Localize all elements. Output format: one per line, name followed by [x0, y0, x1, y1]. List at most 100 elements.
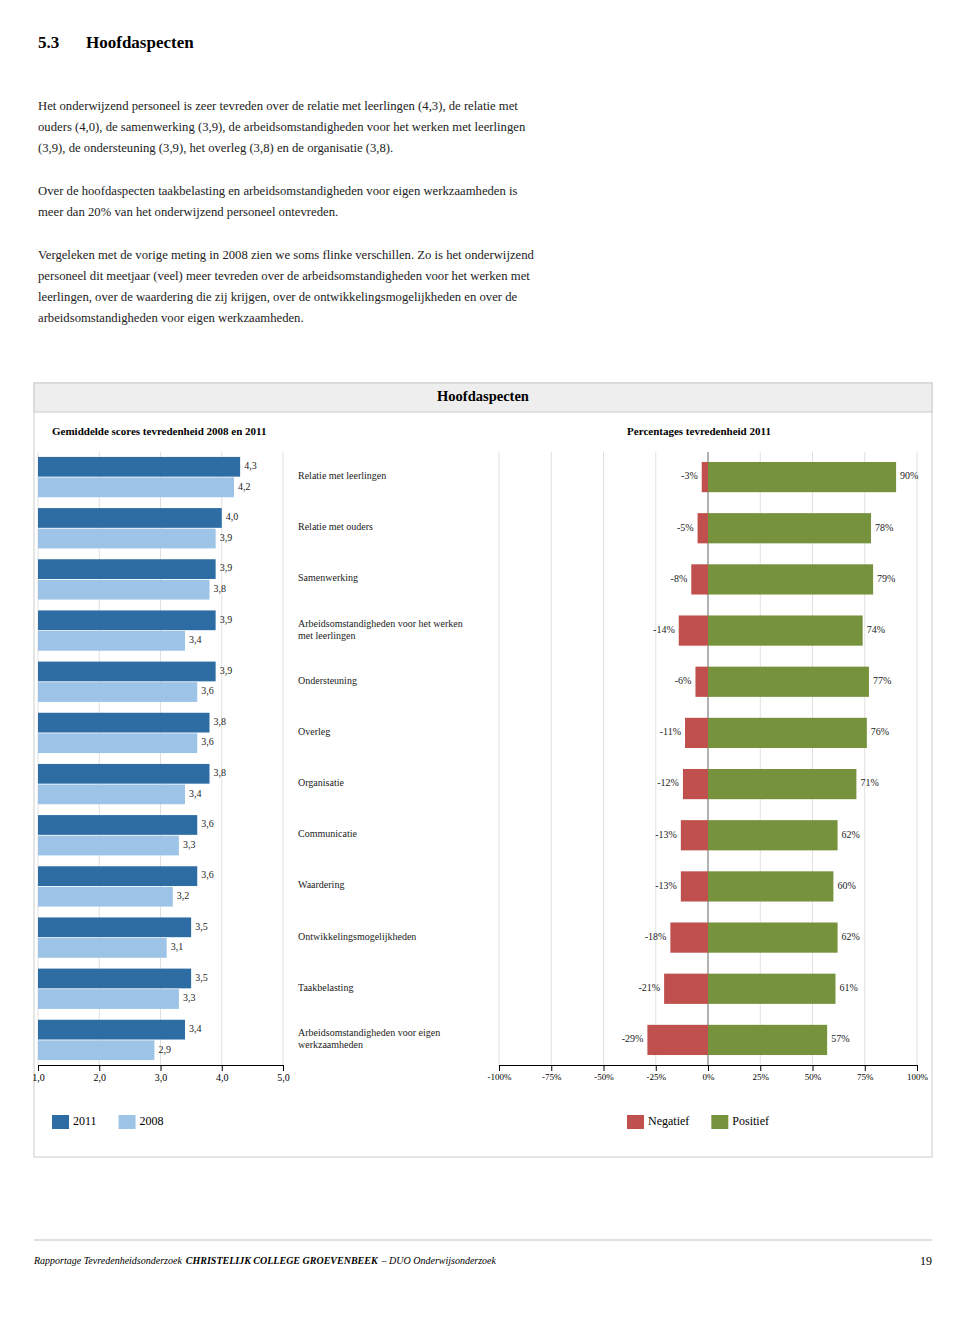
- bar: [708, 769, 856, 799]
- tick-label: 100%: [907, 1072, 929, 1082]
- text-line: Relatie met ouders: [298, 522, 373, 533]
- data-label: 61%: [839, 982, 857, 993]
- bar: [38, 477, 234, 497]
- bar: [38, 559, 216, 579]
- bar: [708, 513, 871, 543]
- bar: [38, 887, 173, 907]
- bar: [681, 871, 708, 901]
- panel-header-band: [34, 383, 932, 412]
- page: 5.3HoofdaspectenHet onderwijzend persone…: [0, 0, 960, 1322]
- category-label: Overleg: [298, 726, 330, 737]
- data-label: 3,5: [195, 972, 208, 983]
- tick-label: -100%: [488, 1072, 512, 1082]
- bar: [708, 615, 863, 645]
- tick-label: 1,0: [32, 1072, 45, 1083]
- category-label: Samenwerking: [298, 573, 358, 584]
- data-label: -6%: [675, 675, 692, 686]
- grid-line: [221, 452, 222, 1065]
- bar: [38, 938, 167, 958]
- data-label: 76%: [871, 726, 889, 737]
- tick-label: 0%: [703, 1072, 716, 1082]
- panel-frame: [34, 383, 932, 1157]
- bar: [670, 922, 708, 952]
- bar: [38, 713, 210, 733]
- text-line: werkzaamheden: [298, 1039, 363, 1050]
- bar: [698, 513, 708, 543]
- bar: [38, 610, 216, 630]
- bar: [708, 667, 869, 697]
- tick-label: -25%: [647, 1072, 667, 1082]
- text-line: Arbeidsomstandigheden voor eigen: [298, 1027, 440, 1038]
- grid-line: [708, 452, 709, 1065]
- data-label: 90%: [900, 470, 918, 481]
- data-label: 3,5: [195, 921, 208, 932]
- data-label: 3,9: [220, 532, 233, 543]
- data-label: 3,1: [171, 941, 184, 952]
- legend-swatch: [711, 1115, 728, 1129]
- text-line: Communicatie: [298, 829, 357, 840]
- category-label: Ontwikkelingsmogelijkheden: [298, 931, 416, 942]
- data-label: -13%: [655, 880, 677, 891]
- tick-mark: [813, 1065, 814, 1071]
- data-label: 3,6: [201, 869, 214, 880]
- text-line: personeel dit meetjaar (veel) meer tevre…: [38, 269, 530, 283]
- grid-line: [499, 452, 500, 1065]
- tick-label: 50%: [805, 1072, 822, 1082]
- tick: 50%: [805, 1065, 822, 1082]
- bar: [38, 1040, 154, 1060]
- legend-label: Negatief: [648, 1114, 689, 1128]
- paragraph: Over de hoofdaspecten taakbelasting en a…: [38, 184, 518, 219]
- tick-label: -50%: [594, 1072, 614, 1082]
- section-title: Hoofdaspecten: [86, 33, 194, 52]
- bar: [708, 820, 838, 850]
- text-line: Taakbelasting: [298, 982, 353, 993]
- tick: 4,0: [216, 1065, 229, 1083]
- text-line: Samenwerking: [298, 573, 358, 584]
- tick: 3,0: [155, 1065, 168, 1083]
- bar: [38, 866, 197, 886]
- data-label: 3,8: [214, 716, 227, 727]
- grid: [499, 452, 917, 1065]
- data-label: 3,4: [189, 1023, 202, 1034]
- legend-label: 2008: [140, 1114, 164, 1128]
- tick: -25%: [647, 1065, 667, 1082]
- bar: [708, 922, 838, 952]
- tick-mark: [38, 1065, 39, 1071]
- text-line: Over de hoofdaspecten taakbelasting en a…: [38, 184, 518, 198]
- section-number: 5.3: [38, 33, 59, 52]
- data-label: -13%: [655, 829, 677, 840]
- tick-label: 3,0: [155, 1072, 168, 1083]
- data-label: 3,4: [189, 634, 202, 645]
- data-label: -29%: [622, 1033, 644, 1044]
- tick: 100%: [907, 1065, 929, 1082]
- data-label: 3,8: [214, 583, 227, 594]
- chart-0: Gemiddelde scores tevredenheid 2008 en 2…: [32, 425, 462, 1129]
- tick-label: 75%: [857, 1072, 874, 1082]
- text-line: meer dan 20% van het onderwijzend person…: [38, 205, 338, 219]
- legend-swatch: [52, 1115, 69, 1129]
- bar: [38, 457, 240, 477]
- bar: [38, 836, 179, 856]
- bar: [38, 682, 197, 702]
- bar: [681, 820, 708, 850]
- x-axis: -100%-75%-50%-25%0%25%50%75%100%: [488, 1065, 929, 1082]
- data-label: 3,9: [220, 665, 233, 676]
- bar: [679, 615, 708, 645]
- data-label: 3,3: [183, 992, 196, 1003]
- category-label: Organisatie: [298, 777, 344, 788]
- bar: [38, 764, 210, 784]
- footer: Rapportage TevredenheidsonderzoekCHRISTE…: [33, 1255, 497, 1266]
- page-number: 19: [920, 1254, 932, 1268]
- category-label: Waardering: [298, 880, 344, 891]
- tick-label: 25%: [753, 1072, 770, 1082]
- tick-mark: [604, 1065, 605, 1071]
- bar: [38, 529, 216, 549]
- data-label: 60%: [837, 880, 855, 891]
- bar: [708, 871, 833, 901]
- bar: [664, 974, 708, 1004]
- category-labels: Relatie met leerlingenRelatie met ouders…: [298, 470, 463, 1050]
- bar: [38, 631, 185, 651]
- category-label: Relatie met ouders: [298, 522, 373, 533]
- tick-mark: [708, 1065, 709, 1071]
- text-line: met leerlingen: [298, 630, 355, 641]
